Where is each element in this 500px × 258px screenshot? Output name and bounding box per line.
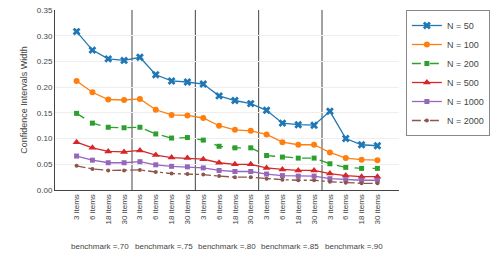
svg-text:N = 200: N = 200 <box>447 59 479 69</box>
svg-text:0.30: 0.30 <box>37 32 53 41</box>
svg-text:0.25: 0.25 <box>37 57 53 66</box>
svg-text:18 items: 18 items <box>294 194 303 224</box>
svg-text:N = 100: N = 100 <box>447 40 479 50</box>
svg-text:benchmark =.80: benchmark =.80 <box>198 242 256 251</box>
svg-text:30 items: 30 items <box>310 194 319 224</box>
svg-text:3 items: 3 items <box>136 194 145 220</box>
svg-text:0.20: 0.20 <box>37 83 53 92</box>
svg-text:30 items: 30 items <box>120 194 129 224</box>
svg-text:N = 2000: N = 2000 <box>447 116 484 126</box>
svg-text:6 items: 6 items <box>88 194 97 220</box>
svg-text:6 items: 6 items <box>215 194 224 220</box>
svg-text:N = 500: N = 500 <box>447 78 479 88</box>
svg-text:0.35: 0.35 <box>37 6 53 15</box>
svg-text:30 items: 30 items <box>183 194 192 224</box>
svg-text:benchmark =.90: benchmark =.90 <box>325 242 383 251</box>
svg-text:N = 50: N = 50 <box>447 21 474 31</box>
svg-text:benchmark =.75: benchmark =.75 <box>135 242 193 251</box>
svg-text:18 items: 18 items <box>231 194 240 224</box>
svg-text:6 items: 6 items <box>278 194 287 220</box>
svg-text:30 items: 30 items <box>246 194 255 224</box>
svg-text:18 items: 18 items <box>167 194 176 224</box>
svg-text:0.15: 0.15 <box>37 109 53 118</box>
svg-text:benchmark =.70: benchmark =.70 <box>71 242 129 251</box>
svg-text:18 items: 18 items <box>357 194 366 224</box>
svg-text:30 items: 30 items <box>373 194 382 224</box>
svg-text:6 items: 6 items <box>341 194 350 220</box>
svg-text:N = 1000: N = 1000 <box>447 97 484 107</box>
svg-text:0.05: 0.05 <box>37 160 53 169</box>
svg-text:Confidence Intervals Width: Confidence Intervals Width <box>19 46 29 154</box>
svg-text:0.10: 0.10 <box>37 134 53 143</box>
svg-text:3 items: 3 items <box>262 194 271 220</box>
svg-text:18 items: 18 items <box>104 194 113 224</box>
svg-text:0.00: 0.00 <box>37 186 53 195</box>
svg-text:3 items: 3 items <box>199 194 208 220</box>
svg-text:benchmark =.85: benchmark =.85 <box>261 242 319 251</box>
svg-text:3 items: 3 items <box>326 194 335 220</box>
svg-text:3 items: 3 items <box>72 194 81 220</box>
svg-text:6 items: 6 items <box>151 194 160 220</box>
